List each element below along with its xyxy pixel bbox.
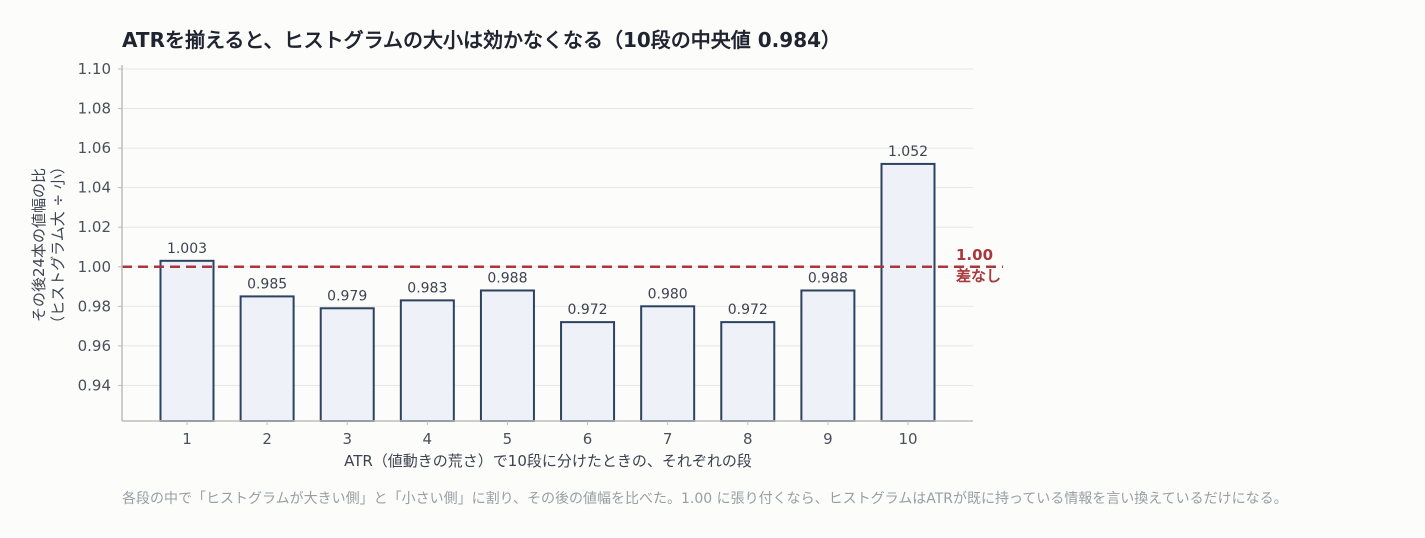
reference-text-label: 差なし <box>956 267 1001 285</box>
bar <box>479 289 535 423</box>
data-label: 0.979 <box>327 288 367 304</box>
data-label: 0.972 <box>728 302 768 318</box>
data-label: 1.003 <box>167 241 207 257</box>
bar <box>319 307 375 422</box>
data-label: 0.972 <box>568 302 608 318</box>
y-axis-label: その後24本の値幅の比 （ヒストグラム大 ÷ 小） <box>30 159 67 331</box>
bar <box>800 289 856 423</box>
reference-layer: 1.00 差なし <box>122 246 1003 285</box>
x-tick-label: 10 <box>898 430 917 448</box>
x-tick-label: 1 <box>182 430 192 448</box>
data-label: 0.980 <box>648 286 688 302</box>
bar-layer: 1.003 0.985 0.979 0.983 0.988 0.972 0.980 0.972… <box>159 144 936 423</box>
bar <box>239 295 295 423</box>
y-axis-label-line1: その後24本の値幅の比 <box>30 168 48 322</box>
x-tick-label: 7 <box>663 430 673 448</box>
data-label: 0.985 <box>247 276 287 292</box>
tick-layer: 0.94 0.96 0.98 1.00 1.02 1.04 1.06 1.08 1.10 1 2 3 4… <box>78 60 918 448</box>
data-label: 0.983 <box>407 280 447 296</box>
x-tick-label: 8 <box>743 430 753 448</box>
y-tick-label: 1.06 <box>78 139 111 157</box>
data-label: 0.988 <box>808 270 848 286</box>
chart-caption: 各段の中で「ヒストグラムが大きい側」と「小さい側」に割り、その後の値幅を比べた。… <box>122 490 1288 507</box>
y-tick-label: 0.96 <box>78 337 111 355</box>
bar <box>720 321 776 422</box>
chart-title: ATRを揃えると、ヒストグラムの大小は効かなくなる（10段の中央値 0.984） <box>122 28 841 52</box>
bar <box>159 259 215 422</box>
x-tick-label: 3 <box>342 430 352 448</box>
data-label: 0.988 <box>487 270 527 286</box>
y-axis-label-line2: （ヒストグラム大 ÷ 小） <box>49 159 67 331</box>
y-tick-label: 1.04 <box>78 179 111 197</box>
bar <box>399 299 455 422</box>
bar <box>880 162 936 422</box>
data-label: 1.052 <box>888 144 928 160</box>
bar <box>560 321 616 422</box>
y-tick-label: 0.98 <box>78 297 111 315</box>
axis-layer <box>121 65 973 422</box>
reference-value-label: 1.00 <box>956 246 993 264</box>
x-tick-label: 2 <box>262 430 272 448</box>
x-tick-label: 6 <box>583 430 593 448</box>
bar <box>640 305 696 423</box>
y-tick-label: 0.94 <box>78 376 111 394</box>
x-tick-label: 9 <box>823 430 833 448</box>
y-tick-label: 1.02 <box>78 218 111 236</box>
y-tick-label: 1.00 <box>78 258 111 276</box>
x-tick-label: 4 <box>423 430 433 448</box>
x-axis-label: ATR（値動きの荒さ）で10段に分けたときの、それぞれの段 <box>344 452 752 470</box>
y-tick-label: 1.10 <box>78 60 111 78</box>
x-tick-label: 5 <box>503 430 513 448</box>
y-tick-label: 1.08 <box>78 100 111 118</box>
